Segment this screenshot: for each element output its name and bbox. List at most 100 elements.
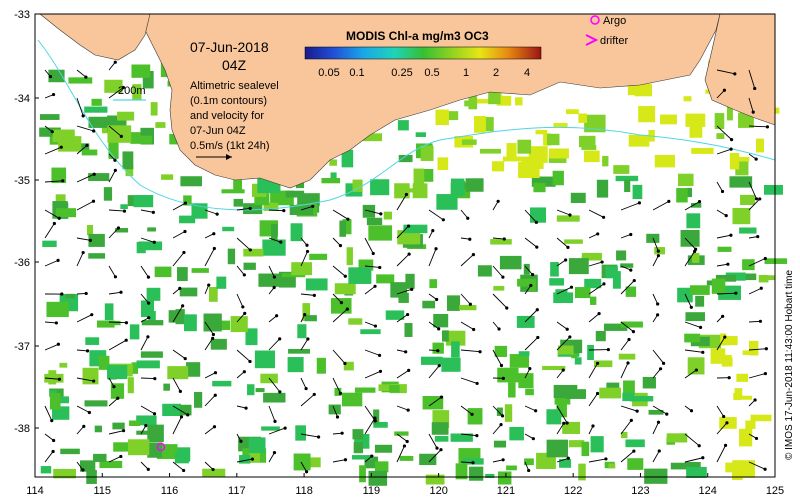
chlorophyll-patch <box>334 283 356 295</box>
chlorophyll-patch <box>146 287 161 301</box>
chlorophyll-patch <box>397 120 409 131</box>
velocity-arrowhead <box>697 200 702 204</box>
velocity-arrow <box>300 293 315 296</box>
velocity-arrowhead <box>379 212 383 216</box>
velocity-arrow <box>428 209 444 221</box>
velocity-arrowhead <box>311 204 315 208</box>
velocity-arrow <box>652 450 660 463</box>
velocity-arrow <box>44 451 54 463</box>
velocity-arrowhead <box>373 324 378 328</box>
velocity-arrow <box>236 349 251 362</box>
chlorophyll-patch <box>546 439 568 458</box>
velocity-arrow <box>364 209 381 215</box>
chlorophyll-patch <box>621 431 628 439</box>
velocity-arrowhead <box>373 284 377 288</box>
velocity-arrowhead <box>211 332 216 337</box>
velocity-arrow <box>300 377 307 389</box>
velocity-arrow <box>300 205 313 211</box>
chlorophyll-patch <box>602 155 609 167</box>
lon-tick-label: 120 <box>429 485 447 497</box>
map-time-title: 04Z <box>222 57 247 73</box>
velocity-arrowhead <box>87 410 91 415</box>
velocity-arrow <box>396 194 407 211</box>
velocity-arrowhead <box>566 245 570 249</box>
chlorophyll-patch <box>509 426 524 441</box>
velocity-arrow <box>428 321 439 330</box>
chlorophyll-patch <box>255 388 265 393</box>
colorbar-ticks: 0.05 0.1 0.25 0.5 1 2 4 <box>318 67 530 79</box>
chlorophyll-patch <box>398 292 409 303</box>
velocity-arrow <box>364 370 381 379</box>
velocity-arrowhead <box>726 262 730 266</box>
chlorophyll-patch <box>108 142 119 159</box>
chlorophyll-patch <box>398 154 413 163</box>
lon-tick-label: 122 <box>564 485 582 497</box>
chlorophyll-patch <box>756 138 764 153</box>
velocity-arrow <box>396 314 408 323</box>
chlorophyll-patch <box>432 342 444 354</box>
sealevel-note-5: 0.5m/s (1kt 24h) <box>190 140 269 152</box>
chlorophyll-patch <box>509 354 529 368</box>
chlorophyll-patch <box>677 287 693 303</box>
velocity-arrow <box>620 450 635 463</box>
velocity-arrow <box>652 200 670 211</box>
chlorophyll-patch <box>528 282 536 291</box>
velocity-arrowhead <box>499 423 503 427</box>
velocity-arrowhead <box>272 285 276 290</box>
velocity-arrow <box>300 338 309 351</box>
chlorophyll-patch <box>644 468 668 484</box>
lat-tick-label: -36 <box>14 257 30 269</box>
chlorophyll-patch <box>599 387 622 399</box>
drifter-legend-icon <box>585 34 599 46</box>
velocity-arrowhead <box>340 431 344 435</box>
velocity-arrowhead <box>733 72 737 76</box>
velocity-arrowhead <box>84 75 88 79</box>
velocity-arrowhead <box>339 300 344 305</box>
chlorophyll-patch <box>368 225 393 241</box>
velocity-arrow <box>172 377 181 392</box>
chlorophyll-patch <box>749 340 759 356</box>
chlorophyll-patch <box>461 139 477 145</box>
chlorophyll-patch <box>117 111 135 121</box>
chlorophyll-patch <box>88 233 105 247</box>
chlorophyll-patch <box>147 442 163 458</box>
chlorophyll-patch <box>397 230 421 245</box>
velocity-arrowhead <box>565 327 569 331</box>
chlorophyll-patch <box>676 188 688 203</box>
velocity-arrow <box>236 237 251 251</box>
velocity-arrowhead <box>431 228 435 233</box>
sealevel-note-4: 07-Jun 04Z <box>190 125 246 137</box>
velocity-arrowhead <box>147 301 151 305</box>
velocity-arrow <box>76 125 94 132</box>
velocity-arrowhead <box>434 247 438 251</box>
velocity-arrowhead <box>279 240 283 244</box>
velocity-arrowhead <box>606 347 610 352</box>
velocity-arrow <box>76 144 88 155</box>
velocity-arrow <box>716 422 728 435</box>
chlorophyll-patch <box>341 392 363 407</box>
chlorophyll-patch <box>48 370 57 385</box>
velocity-arrowhead <box>723 335 727 339</box>
velocity-arrow <box>268 427 286 435</box>
chlorophyll-patch <box>556 215 580 222</box>
velocity-arrow <box>204 284 210 295</box>
velocity-arrowhead <box>239 439 243 443</box>
velocity-arrow <box>204 338 214 351</box>
velocity-arrow <box>588 363 598 379</box>
velocity-arrow <box>76 461 84 471</box>
velocity-arrow <box>716 234 732 239</box>
velocity-arrow <box>396 288 412 295</box>
velocity-arrow <box>44 146 62 155</box>
velocity-arrowhead <box>475 381 479 386</box>
velocity-arrow <box>332 405 338 418</box>
chlorophyll-patch <box>622 392 635 402</box>
velocity-arrow <box>652 255 659 267</box>
chlorophyll-patch <box>518 351 530 357</box>
velocity-arrow <box>140 265 149 278</box>
chlorophyll-patch <box>581 252 602 261</box>
velocity-arrow <box>684 349 703 353</box>
chlorophyll-patch <box>497 471 512 485</box>
chlorophyll-patch <box>104 79 123 93</box>
lon-tick-label: 125 <box>766 485 784 497</box>
chlorophyll-patch <box>412 183 428 199</box>
